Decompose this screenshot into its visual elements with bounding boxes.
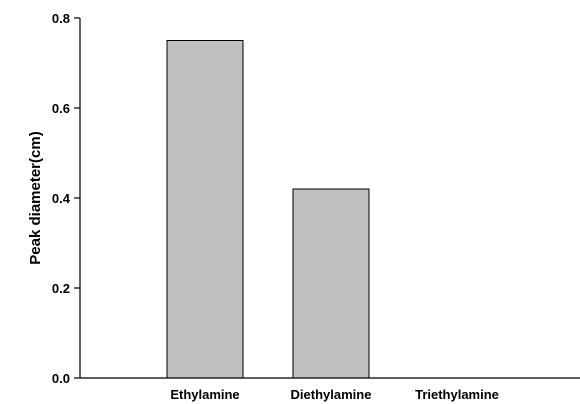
- x-category-label: Ethylamine: [170, 387, 239, 402]
- y-ticks-group: 0.0 0.2 0.4 0.6 0.8: [52, 11, 80, 386]
- y-tick-label: 0.6: [52, 101, 70, 116]
- y-tick-label: 0.8: [52, 11, 70, 26]
- y-tick-label: 0.2: [52, 281, 70, 296]
- x-category-label: Diethylamine: [291, 387, 372, 402]
- bar-ethylamine: [166, 40, 244, 379]
- x-category-label: Triethylamine: [415, 387, 499, 402]
- x-labels-group: Ethylamine Diethylamine Triethylamine: [170, 387, 499, 402]
- y-tick-label: 0.4: [52, 191, 71, 206]
- bars-group: [166, 40, 370, 379]
- bar-diethylamine: [292, 188, 370, 379]
- y-axis-title: Peak diameter(cm): [27, 131, 44, 264]
- y-tick-label: 0.0: [52, 371, 70, 386]
